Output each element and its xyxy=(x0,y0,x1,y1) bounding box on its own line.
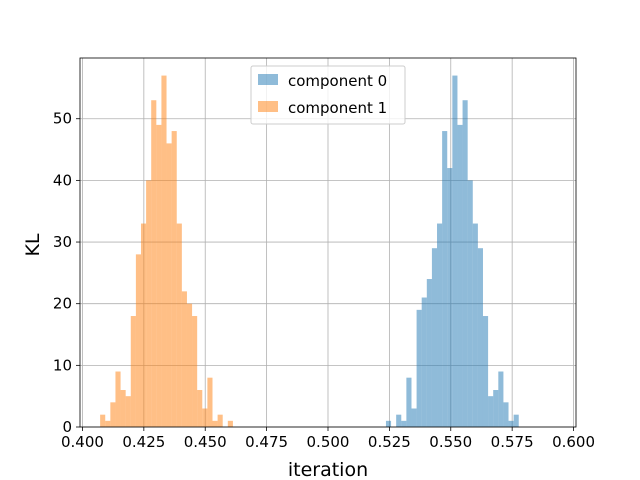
histogram-bar-component-0 xyxy=(503,402,509,427)
x-tick-label: 0.450 xyxy=(184,433,227,451)
histogram-bar-component-1 xyxy=(227,420,233,427)
legend-frame xyxy=(250,65,406,125)
histogram-bar-component-0 xyxy=(442,131,448,427)
histogram-bars xyxy=(100,75,519,428)
histogram-bar-component-1 xyxy=(135,254,141,427)
histogram-bar-component-0 xyxy=(508,420,514,427)
histogram-bar-component-0 xyxy=(396,414,402,427)
histogram-bar-component-0 xyxy=(482,316,489,427)
x-tick-label: 0.550 xyxy=(429,433,472,451)
histogram-bar-component-0 xyxy=(513,414,519,427)
histogram-bar-component-0 xyxy=(462,100,468,427)
histogram-bar-component-0 xyxy=(437,223,443,427)
histogram-bar-component-1 xyxy=(176,223,182,427)
histogram-bar-component-1 xyxy=(181,291,187,427)
histogram-bar-component-1 xyxy=(100,414,106,427)
histogram-bar-component-0 xyxy=(426,279,432,427)
x-tick-label: 0.600 xyxy=(552,433,595,451)
histogram-bar-component-0 xyxy=(431,248,438,427)
histogram-bar-component-0 xyxy=(411,408,417,427)
histogram-bar-component-1 xyxy=(125,396,131,427)
histogram-bar-component-1 xyxy=(212,420,218,427)
legend-label-component-1: component 1 xyxy=(288,99,387,117)
histogram-bar-component-0 xyxy=(385,420,392,427)
histogram-bar-component-1 xyxy=(151,100,157,427)
histogram-bar-component-0 xyxy=(406,377,412,427)
histogram-bar-component-1 xyxy=(186,303,193,427)
x-tick-label: 0.425 xyxy=(122,433,165,451)
histogram-bar-component-1 xyxy=(202,408,208,427)
y-axis-label: KL xyxy=(22,233,44,256)
histogram-bar-component-0 xyxy=(493,390,499,427)
histogram-bar-component-0 xyxy=(401,420,407,427)
x-tick-label: 0.400 xyxy=(61,433,104,451)
histogram-bar-component-0 xyxy=(498,371,504,427)
y-tick-label: 50 xyxy=(53,110,72,128)
histogram-bar-component-0 xyxy=(452,75,458,428)
y-tick-label: 10 xyxy=(53,356,72,374)
histogram-bar-component-1 xyxy=(140,223,147,427)
histogram-bar-component-1 xyxy=(156,124,162,427)
histogram-bar-component-1 xyxy=(197,390,203,427)
histogram-bar-component-0 xyxy=(447,168,453,428)
x-tick-label: 0.575 xyxy=(491,433,534,451)
axis-ticks: 0.400 0.425 0.450 0.475 0.500 0.525 0.550 0.575… xyxy=(53,110,595,451)
histogram-bar-component-1 xyxy=(130,316,136,427)
histogram-bar-component-1 xyxy=(105,420,111,427)
histogram-bar-component-0 xyxy=(467,180,473,427)
histogram-bar-component-0 xyxy=(416,309,422,427)
histogram-bar-component-1 xyxy=(207,377,213,427)
histogram-bar-component-0 xyxy=(457,124,463,427)
histogram-bar-component-1 xyxy=(115,371,121,427)
y-tick-label: 20 xyxy=(53,295,72,313)
x-tick-label: 0.500 xyxy=(307,433,350,451)
legend-swatch-component-0 xyxy=(258,74,278,85)
histogram-bar-component-1 xyxy=(217,414,223,427)
histogram-bar-component-0 xyxy=(472,223,478,427)
y-tick-label: 30 xyxy=(53,233,72,251)
x-axis-label: iteration xyxy=(288,459,368,480)
histogram-bar-component-0 xyxy=(477,248,483,427)
histogram-bar-component-1 xyxy=(192,316,198,427)
histogram-bar-component-1 xyxy=(120,390,126,427)
y-tick-label: 0 xyxy=(62,418,72,436)
histogram-bar-component-0 xyxy=(421,297,427,427)
legend-swatch-component-1 xyxy=(258,101,278,112)
x-tick-label: 0.475 xyxy=(245,433,288,451)
histogram-bar-component-1 xyxy=(171,131,177,427)
histogram-bar-component-1 xyxy=(166,143,172,427)
x-tick-label: 0.525 xyxy=(368,433,411,451)
legend-label-component-0: component 0 xyxy=(288,72,387,90)
histogram-bar-component-1 xyxy=(110,402,116,427)
histogram-bar-component-0 xyxy=(488,396,494,427)
legend: component 0 component 1 xyxy=(250,65,406,125)
histogram-bar-component-1 xyxy=(161,75,167,428)
y-tick-label: 40 xyxy=(53,171,72,189)
histogram-bar-component-1 xyxy=(146,180,152,427)
